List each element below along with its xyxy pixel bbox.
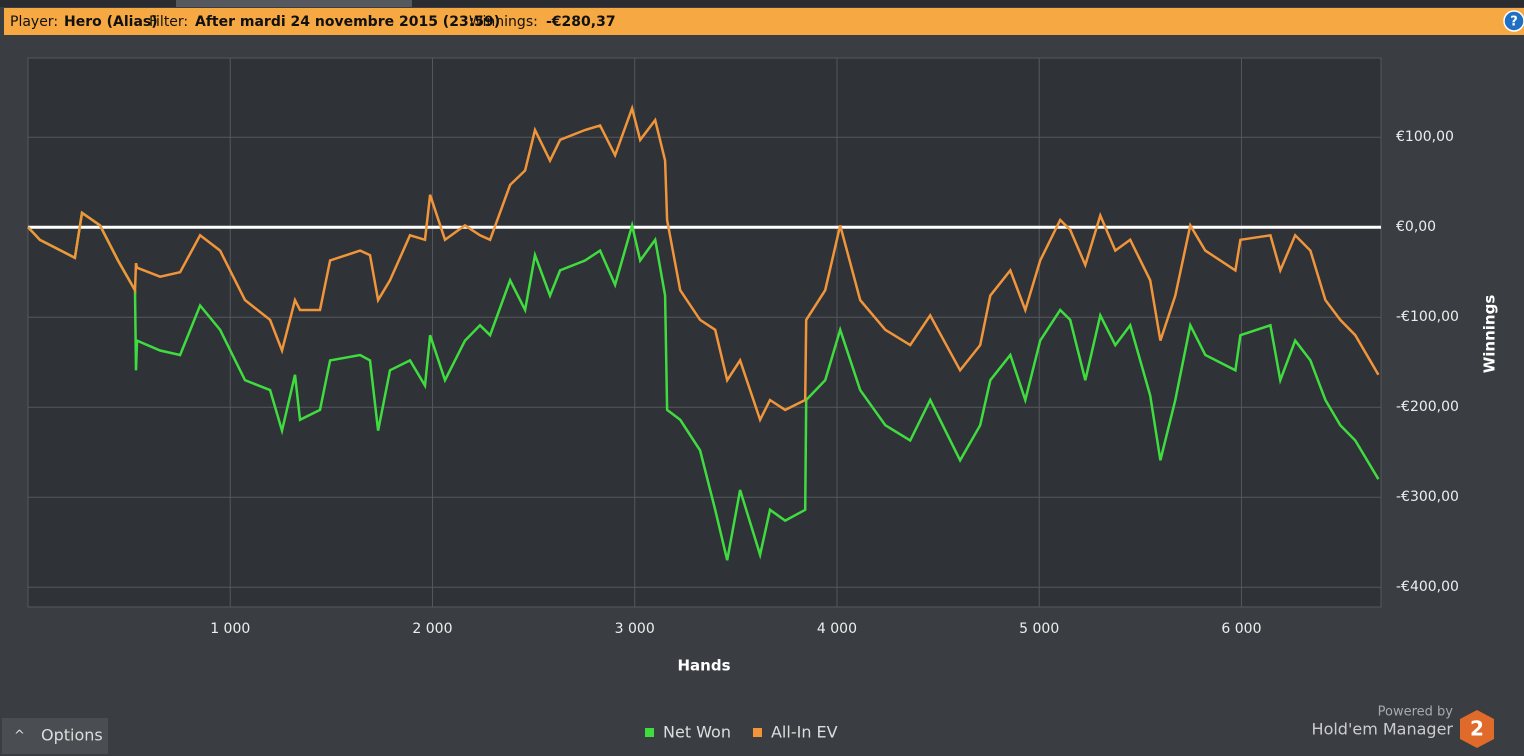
header-bar — [4, 8, 1524, 35]
options-button[interactable] — [2, 718, 108, 754]
filter-label: Filter: — [149, 14, 188, 30]
legend-label: Net Won — [663, 723, 731, 742]
y-tick-label: -€100,00 — [1396, 309, 1459, 325]
x-axis-title: Hands — [677, 657, 730, 675]
logo — [1460, 710, 1494, 748]
powered-by: Powered by — [1378, 705, 1454, 720]
player-label: Player: — [10, 14, 58, 30]
legend-label: All-In EV — [771, 723, 838, 742]
y-tick-label: -€300,00 — [1396, 489, 1459, 505]
y-tick-label: €100,00 — [1396, 129, 1454, 145]
plot-area — [27, 57, 1382, 608]
filter: After mardi 24 novembre 2015 (23:59) — [195, 14, 500, 30]
top-strip — [0, 0, 1524, 7]
x-tick-label: 1 000 — [210, 621, 250, 637]
series-line — [27, 104, 1380, 424]
y-tick-label: -€200,00 — [1396, 399, 1459, 415]
logo-number: 2 — [1470, 717, 1484, 741]
winnings: -€280,37 — [546, 14, 616, 30]
product-name: Hold'em Manager — [1312, 720, 1454, 739]
options-label[interactable]: Options — [41, 726, 103, 745]
tab — [176, 0, 412, 7]
y-tick-label: -€400,00 — [1396, 579, 1459, 595]
help-button[interactable] — [1503, 10, 1524, 32]
y-tick-label: €0,00 — [1396, 219, 1436, 235]
legend-swatch — [752, 728, 762, 737]
options-caret[interactable]: ^ — [14, 729, 25, 744]
x-tick-label: 3 000 — [615, 621, 655, 637]
x-tick-label: 2 000 — [412, 621, 452, 637]
x-tick-label: 4 000 — [817, 621, 857, 637]
series-line — [27, 210, 1380, 561]
x-tick-label: 5 000 — [1019, 621, 1059, 637]
help-icon[interactable]: ? — [1510, 15, 1518, 30]
player: Hero (Alias) — [64, 14, 158, 30]
x-tick-label: 6 000 — [1221, 621, 1261, 637]
legend-swatch — [645, 728, 654, 737]
winnings-label: Winnings: — [469, 14, 538, 30]
y-axis-title: Winnings — [1481, 295, 1499, 374]
